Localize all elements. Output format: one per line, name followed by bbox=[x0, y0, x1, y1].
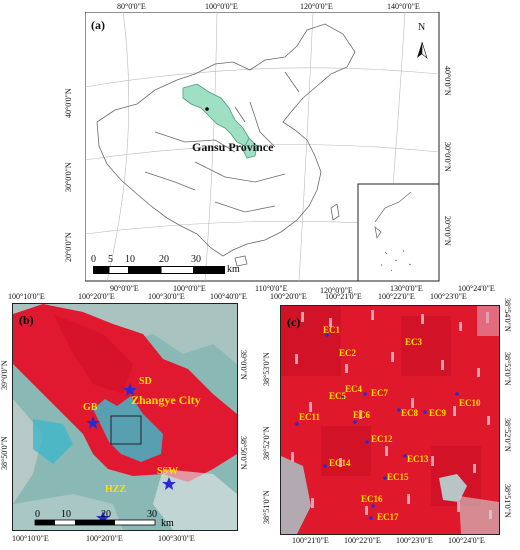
a-left-lat-0: 40°0'0"N bbox=[64, 88, 73, 118]
station-ec15: EC15 bbox=[387, 472, 409, 482]
china-map-svg bbox=[85, 12, 440, 282]
c-top-lon-0: 100°20'0"E bbox=[270, 292, 307, 301]
north-label: N bbox=[418, 22, 426, 33]
panel-b-scale-bar bbox=[34, 519, 156, 526]
scale-tick-20: 20 bbox=[159, 254, 169, 265]
scale-tick-0: 0 bbox=[91, 254, 96, 265]
a-left-lat-1: 30°0'0"N bbox=[64, 162, 73, 192]
c-right-lat-3: 38°51'0"N bbox=[503, 484, 512, 518]
c-top-lon-1: 100°21'0"E bbox=[325, 292, 362, 301]
gansu-province-shape bbox=[182, 83, 258, 159]
a-top-lon-3: 140°0'0"E bbox=[387, 2, 420, 11]
station-ec10: EC10 bbox=[459, 398, 481, 408]
b-scale-unit: km bbox=[161, 518, 174, 529]
b-scale-tick-20: 20 bbox=[101, 509, 111, 520]
zhangye-satellite-svg: SD GB HZZ SSW Zhangye City (b) 0 10 20 3… bbox=[13, 304, 237, 530]
station-ec13: EC13 bbox=[407, 454, 429, 464]
station-ec14: EC14 bbox=[329, 458, 351, 468]
water-patch bbox=[439, 474, 467, 502]
site-label-sd: SD bbox=[139, 376, 152, 387]
panel-b-image: SD GB HZZ SSW Zhangye City (b) 0 10 20 3… bbox=[12, 303, 238, 531]
water-body bbox=[93, 396, 163, 462]
zhangye-location-dot bbox=[205, 107, 209, 111]
a-right-lat-0: 40°0'0"N bbox=[443, 66, 452, 96]
c-right-lat-0: 38°54'0"N bbox=[503, 298, 512, 332]
station-ec6: EC6 bbox=[353, 410, 371, 420]
a-bottom-lon-2: 110°0'0"E bbox=[255, 284, 288, 293]
north-arrow-icon bbox=[417, 41, 428, 59]
station-ec11: EC11 bbox=[299, 412, 321, 422]
c-top-lon-3: 100°23'0"E bbox=[430, 292, 467, 301]
b-left-lat-1: 38°50'0"N bbox=[0, 436, 9, 470]
c-right-lat-1: 38°53'0"N bbox=[503, 352, 512, 386]
a-bottom-lon-3: 120°0'0"E bbox=[320, 286, 353, 295]
panel-c-label: (c) bbox=[287, 315, 300, 329]
c-right-lat-2: 38°52'0"N bbox=[503, 418, 512, 452]
a-right-lat-1: 30°0'0"N bbox=[443, 142, 452, 172]
a-bottom-lon-4: 130°0'0"E bbox=[390, 284, 423, 293]
scale-tick-10: 10 bbox=[125, 254, 135, 265]
c-top-lon-2: 100°22'0"E bbox=[378, 292, 415, 301]
a-right-lat-2: 20°0'0"N bbox=[443, 216, 452, 246]
c-left-lat-0: 38°53'0"N bbox=[262, 352, 271, 386]
panel-a-label: (a) bbox=[91, 18, 105, 32]
station-ec5: EC5 bbox=[329, 391, 347, 401]
c-left-lat-2: 38°51'0"N bbox=[262, 490, 271, 524]
station-ec1: EC1 bbox=[323, 325, 341, 335]
station-ec3: EC3 bbox=[405, 337, 423, 347]
ec-station-markers bbox=[295, 333, 459, 520]
a-top-lon-0: 80°0'0"E bbox=[117, 2, 146, 11]
b-bottom-lon-2: 100°30'0"E bbox=[158, 534, 195, 543]
site-label-gb: GB bbox=[83, 402, 98, 413]
c-top-lon-4: 100°24'0"E bbox=[458, 284, 495, 293]
a-bottom-lon-1: 100°0'0"E bbox=[173, 284, 206, 293]
site-star-icons bbox=[86, 383, 176, 524]
b-scale-tick-30: 30 bbox=[147, 509, 157, 520]
b-top-lon-2: 100°30'0"E bbox=[148, 292, 185, 301]
china-outline bbox=[96, 23, 356, 267]
scale-unit: km bbox=[227, 264, 240, 275]
c-bottom-lon-2: 100°23'0"E bbox=[396, 536, 433, 545]
site-label-ssw: SSW bbox=[157, 466, 178, 477]
panel-b-label: (b) bbox=[19, 313, 34, 327]
c-bottom-lon-1: 100°22'0"E bbox=[344, 536, 381, 545]
station-ec16: EC16 bbox=[361, 494, 383, 504]
b-right-lat-0: 39°0'0"N bbox=[239, 350, 248, 380]
a-top-lon-2: 120°0'0"E bbox=[300, 2, 333, 11]
b-right-lat-1: 38°50'0"N bbox=[239, 436, 248, 470]
station-ec9: EC9 bbox=[429, 408, 447, 418]
station-ec8: EC8 bbox=[401, 408, 419, 418]
c-bottom-lon-0: 100°21'0"E bbox=[292, 536, 329, 545]
panel-c-image: (c) EC1 EC2 EC3 EC4 EC5 EC6 EC7 EC8 EC9 … bbox=[280, 305, 500, 535]
b-bottom-lon-1: 100°20'0"E bbox=[86, 534, 123, 543]
a-bottom-lon-0: 90°0'0"E bbox=[110, 284, 139, 293]
vegetation-area bbox=[13, 304, 237, 482]
b-scale-tick-0: 0 bbox=[35, 509, 40, 520]
station-ec12: EC12 bbox=[371, 434, 393, 444]
ec-stations-svg: (c) EC1 EC2 EC3 EC4 EC5 EC6 EC7 EC8 EC9 … bbox=[281, 306, 499, 534]
a-left-lat-2: 20°0'0"N bbox=[64, 232, 73, 262]
a-top-lon-1: 100°0'0"E bbox=[205, 2, 238, 11]
station-ec17: EC17 bbox=[377, 512, 399, 522]
b-top-lon-3: 100°40'0"E bbox=[210, 292, 247, 301]
b-left-lat-0: 39°0'0"N bbox=[0, 360, 9, 390]
station-ec4: EC4 bbox=[345, 384, 363, 394]
c-bottom-lon-3: 100°24'0"E bbox=[448, 536, 485, 545]
b-top-lon-0: 100°10'0"E bbox=[8, 292, 45, 301]
site-label-hzz: HZZ bbox=[105, 484, 126, 495]
b-top-lon-1: 100°20'0"E bbox=[78, 292, 115, 301]
b-bottom-lon-0: 100°10'0"E bbox=[12, 534, 49, 543]
c-left-lat-1: 38°52'0"N bbox=[262, 426, 271, 460]
scale-tick-5: 5 bbox=[108, 254, 113, 265]
station-ec7: EC7 bbox=[371, 388, 389, 398]
scale-tick-30: 30 bbox=[191, 254, 201, 265]
south-china-sea-inset bbox=[357, 183, 440, 282]
city-label: Zhangye City bbox=[131, 393, 201, 407]
province-name-label: Gansu Province bbox=[192, 140, 274, 154]
panel-a-scale-bar bbox=[93, 266, 225, 274]
b-scale-tick-10: 10 bbox=[61, 509, 71, 520]
station-ec2: EC2 bbox=[339, 348, 357, 358]
panel-a-map: (a) N Gansu Province 0 5 10 20 30 km bbox=[85, 12, 440, 282]
